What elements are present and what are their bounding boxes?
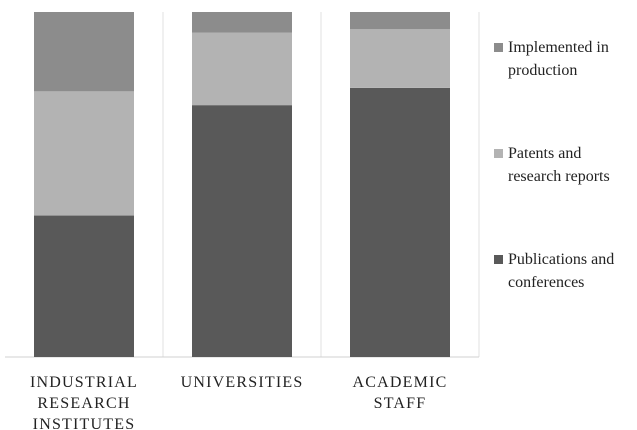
bar-segment — [34, 12, 134, 92]
bar-segment — [350, 29, 450, 88]
legend-swatch — [494, 43, 503, 52]
bar-segment — [350, 87, 450, 358]
legend-label: Implemented in production — [508, 39, 609, 79]
x-tick-label: UNIVERSITIES — [180, 374, 304, 391]
legend-swatch — [494, 255, 503, 264]
x-tick-label: INDUSTRIAL RESEARCH INSTITUTES — [30, 374, 138, 430]
bar-segment — [34, 215, 134, 357]
bar-segment — [192, 32, 292, 106]
legend-label: Patents and research reports — [508, 145, 610, 185]
legend-label: Publications and conferences — [508, 251, 615, 291]
legend-swatch — [494, 149, 503, 158]
bar-segment — [192, 105, 292, 358]
bar-segment — [34, 91, 134, 216]
bar-segment — [192, 12, 292, 33]
x-tick-label: ACADEMIC STAFF — [352, 374, 448, 412]
bar-segment — [350, 12, 450, 30]
